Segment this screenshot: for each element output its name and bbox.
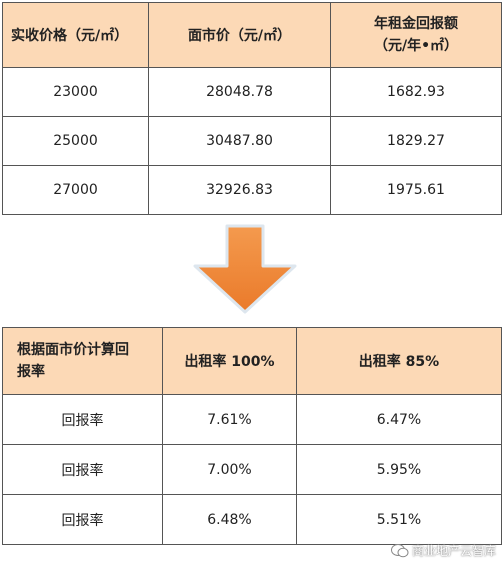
table-cell: 回报率 [2, 394, 163, 445]
table-row: 回报率 7.61% 6.47% [2, 394, 502, 445]
table-cell: 25000 [2, 116, 149, 166]
header-cell: 面市价（元/㎡） [148, 2, 331, 68]
table-cell: 6.47% [296, 394, 502, 445]
table-row: 回报率 6.48% 5.51% [2, 494, 502, 545]
table-cell: 1975.61 [330, 165, 502, 215]
pricing-table-header-row: 实收价格（元/㎡） 面市价（元/㎡） 年租金回报额 （元/年•㎡） [2, 2, 502, 68]
wechat-icon [390, 543, 409, 558]
return-rate-table: 根据面市价计算回 报率 出租率 100% 出租率 85% 回报率 7.61% 6… [2, 327, 502, 545]
table-cell: 30487.80 [148, 116, 331, 166]
table-cell: 1682.93 [330, 67, 502, 117]
table-row: 23000 28048.78 1682.93 [2, 67, 502, 117]
down-arrow-icon [185, 224, 305, 320]
pricing-table: 实收价格（元/㎡） 面市价（元/㎡） 年租金回报额 （元/年•㎡） 23000 … [2, 2, 502, 215]
table-cell: 28048.78 [148, 67, 331, 117]
header-cell: 年租金回报额 （元/年•㎡） [330, 2, 502, 68]
table-cell: 回报率 [2, 444, 163, 495]
header-cell: 出租率 85% [296, 327, 502, 395]
header-cell: 出租率 100% [162, 327, 297, 395]
table-cell: 32926.83 [148, 165, 331, 215]
header-cell: 实收价格（元/㎡） [2, 2, 149, 68]
table-cell: 7.61% [162, 394, 297, 445]
table-cell: 5.95% [296, 444, 502, 495]
table-row: 回报率 7.00% 5.95% [2, 444, 502, 495]
table-cell: 回报率 [2, 494, 163, 545]
watermark: 商业地产云智库 [390, 542, 496, 559]
table-row: 27000 32926.83 1975.61 [2, 165, 502, 215]
return-rate-table-header-row: 根据面市价计算回 报率 出租率 100% 出租率 85% [2, 327, 502, 395]
table-cell: 6.48% [162, 494, 297, 545]
table-cell: 5.51% [296, 494, 502, 545]
watermark-text: 商业地产云智库 [411, 544, 496, 558]
table-cell: 1829.27 [330, 116, 502, 166]
table-cell: 7.00% [162, 444, 297, 495]
table-row: 25000 30487.80 1829.27 [2, 116, 502, 166]
table-cell: 23000 [2, 67, 149, 117]
table-cell: 27000 [2, 165, 149, 215]
header-cell: 根据面市价计算回 报率 [2, 327, 163, 395]
